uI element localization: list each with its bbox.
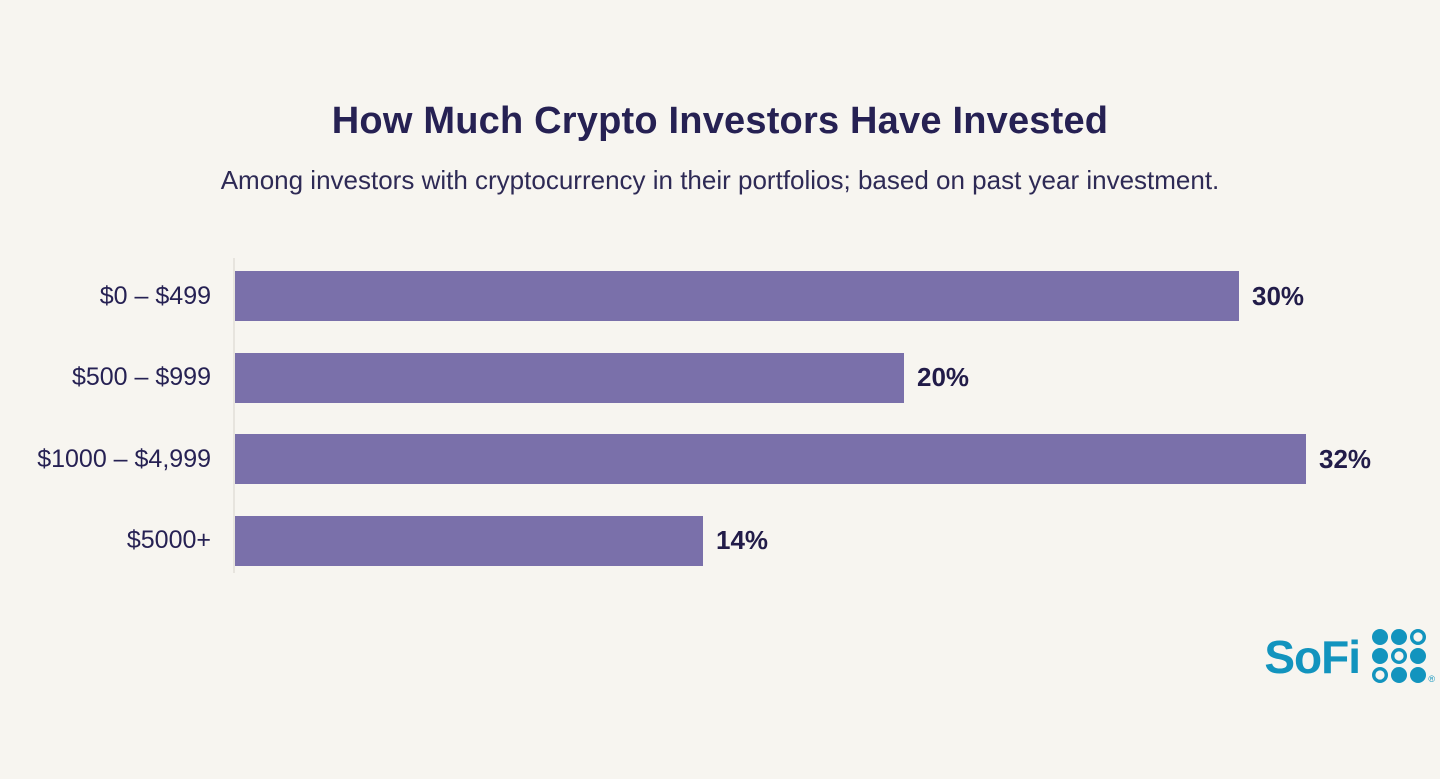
category-label: $5000+: [126, 526, 211, 554]
chart-subtitle: Among investors with cryptocurrency in t…: [220, 165, 1220, 195]
bar-rows: $0 – $499 30% $500 – $999 20% $1000 – $4…: [0, 258, 1440, 566]
bar: [234, 515, 703, 566]
category-label: $1000 – $4,999: [37, 444, 211, 473]
bar: [234, 352, 904, 403]
y-axis-line: [233, 258, 235, 573]
sofi-dots-logo-icon: ®: [1371, 628, 1435, 685]
bar-track: 32%: [234, 434, 1440, 484]
bar-row: $5000+ 14%: [0, 515, 1440, 566]
value-label: 30%: [1252, 280, 1305, 311]
bar-track: 30%: [234, 271, 1440, 321]
value-label: 20%: [917, 362, 970, 392]
bar-track: 14%: [234, 515, 1440, 566]
bar: [234, 434, 1306, 484]
sofi-dot-grid-icon: [1371, 628, 1427, 684]
bar: [234, 271, 1239, 321]
sofi-wordmark: SoFi: [1264, 630, 1361, 683]
bar-row: $1000 – $4,999 32%: [0, 434, 1440, 484]
category-label: $0 – $499: [99, 281, 211, 310]
bar-row: $500 – $999 20%: [0, 352, 1440, 403]
chart-header: How Much Crypto Investors Have Invested …: [0, 0, 1440, 196]
category-label: $500 – $999: [71, 363, 211, 391]
sofi-logo: SoFi ®: [1264, 628, 1435, 685]
value-label: 32%: [1319, 443, 1372, 474]
chart-title: How Much Crypto Investors Have Invested: [331, 100, 1109, 142]
bar-chart: $0 – $499 30% $500 – $999 20% $1000 – $4…: [0, 258, 1440, 573]
value-label: 14%: [716, 525, 769, 555]
registered-trademark-symbol: ®: [1428, 674, 1435, 684]
bar-row: $0 – $499 30%: [0, 271, 1440, 321]
bar-track: 20%: [234, 352, 1440, 403]
